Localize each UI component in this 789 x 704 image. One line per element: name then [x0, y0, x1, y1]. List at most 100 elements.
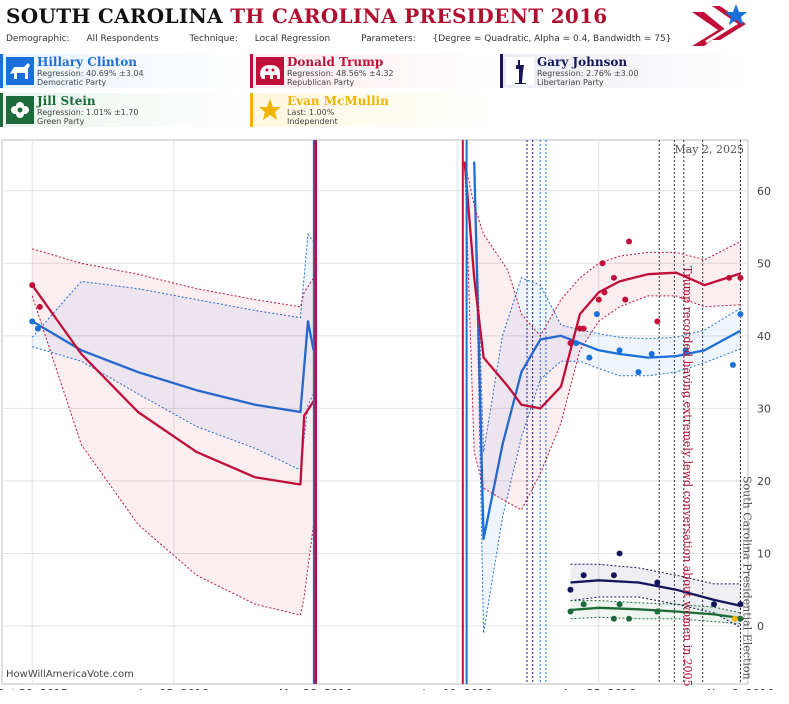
donkey-icon: [6, 57, 34, 85]
poll-point: [616, 347, 623, 354]
chart-annotation: Trump recorded having extremely lewd con…: [681, 266, 694, 687]
poll-point: [593, 311, 600, 318]
poll-point: [610, 615, 617, 622]
poll-point: [29, 282, 36, 289]
poll-point: [595, 296, 602, 303]
x-tick-label: Jan 13, 2016: [138, 687, 208, 690]
x-tick-label: Mar 28, 2016: [279, 687, 352, 690]
candidate-regression: Regression: 40.69% ±3.04: [37, 69, 144, 78]
candidate-name: Donald Trump: [287, 55, 384, 69]
candidate-regression: Regression: 2.76% ±3.00: [537, 69, 639, 78]
technique-label: Technique:: [189, 34, 238, 44]
poll-point: [682, 347, 689, 354]
poll-point: [34, 325, 41, 332]
poll-point: [610, 572, 617, 579]
candidate-card: Hillary Clinton Regression: 40.69% ±3.04 D…: [0, 54, 246, 88]
poll-point: [616, 601, 623, 608]
candidate-name: Jill Stein: [37, 94, 96, 108]
poll-point: [731, 615, 738, 622]
parameters-value: {Degree = Quadratic, Alpha = 0.4, Bandwi…: [432, 34, 672, 44]
poll-point: [573, 340, 580, 347]
candidate-party: Independent: [287, 117, 338, 126]
poll-point: [599, 260, 606, 267]
star-icon: [256, 96, 284, 124]
statue-of-liberty-icon: [506, 57, 534, 85]
poll-point: [635, 369, 642, 376]
regression-line: [31, 284, 315, 486]
poll-point: [737, 311, 744, 318]
regression-line: [31, 320, 315, 414]
plot-area: [1, 139, 749, 685]
poll-point: [29, 318, 36, 325]
chart-annotation: South Carolina Presidential Election: [740, 476, 753, 680]
upper-bound-line: [32, 248, 315, 308]
y-tick-label: 60: [757, 185, 771, 198]
candidate-name: Gary Johnson: [537, 55, 628, 69]
upper-bound-line: [464, 161, 741, 337]
lower-bound-line: [473, 161, 741, 634]
demographic-label: Demographic:: [6, 34, 70, 44]
site-credit: HowWillAmericaVote.com: [6, 669, 134, 680]
candidate-card: Gary Johnson Regression: 2.76% ±3.00 Liber…: [500, 54, 746, 88]
candidate-regression: Last: 1.00%: [287, 108, 335, 117]
title-state: SOUTH CAROLINA: [6, 4, 223, 28]
poll-point: [726, 274, 733, 281]
technique-value: Local Regression: [254, 34, 331, 44]
regression-line: [463, 161, 741, 410]
poll-point: [626, 615, 633, 622]
poll-point: [648, 350, 655, 357]
regression-line: [570, 579, 741, 607]
candidate-regression: Regression: 48.56% ±4.32: [287, 69, 394, 78]
x-tick-label: Aug 25, 2016: [562, 687, 636, 690]
page-header: SOUTH CAROLINA TH CAROLINA PRESIDENT 201…: [6, 4, 608, 28]
elephant-icon: [256, 57, 284, 85]
y-tick-label: 10: [757, 547, 771, 560]
confidence-band: [32, 248, 314, 616]
upper-bound-line: [570, 600, 741, 614]
lower-bound-line: [464, 161, 741, 511]
poll-point: [654, 579, 661, 586]
x-tick-label: Jun 11, 2016: [421, 687, 492, 690]
candidate-card: Jill Stein Regression: 1.01% ±1.70 Green P…: [0, 93, 246, 127]
poll-point: [729, 361, 736, 368]
x-tick-label: Oct 30, 2015: [0, 687, 68, 690]
poll-point: [567, 608, 574, 615]
y-tick-label: 20: [757, 475, 771, 488]
poll-point: [36, 303, 43, 310]
upper-bound-line: [570, 563, 741, 585]
poll-point: [737, 601, 744, 608]
poll-point: [580, 572, 587, 579]
parameters-line: Demographic: All Respondents Technique: …: [6, 34, 699, 44]
site-logo-icon: [692, 4, 747, 46]
poll-point: [654, 318, 661, 325]
y-tick-label: 30: [757, 402, 771, 415]
poll-point: [580, 325, 587, 332]
candidate-party: Green Party: [37, 117, 85, 126]
poll-point: [586, 354, 593, 361]
candidate-party: Republican Party: [287, 78, 355, 87]
y-tick-label: 40: [757, 330, 771, 343]
poll-point: [567, 340, 574, 347]
candidate-card: Donald Trump Regression: 48.56% ±4.32 Repu…: [250, 54, 496, 88]
parameters-label: Parameters:: [361, 34, 416, 44]
poll-point: [616, 550, 623, 557]
poll-chart: 0 10 20 30 40 50 60 Oct 30, 2015 Jan 13, 2016 Mar…: [0, 139, 774, 690]
confidence-band: [32, 234, 314, 470]
candidate-name: Hillary Clinton: [37, 55, 137, 69]
poll-point: [610, 274, 617, 281]
poll-point: [711, 601, 718, 608]
x-tick-label: Nov 8, 2016: [707, 687, 774, 690]
poll-point: [626, 238, 633, 245]
lower-bound-line: [570, 616, 741, 625]
confidence-band: [464, 161, 741, 510]
confidence-band: [474, 161, 741, 634]
page-title: SOUTH CAROLINA TH CAROLINA PRESIDENT 201…: [6, 4, 608, 28]
candidate-name: Evan McMullin: [287, 94, 389, 108]
date-stamp: May 2, 2025: [674, 143, 744, 156]
poll-point: [622, 296, 629, 303]
flower-icon: [6, 96, 34, 124]
candidate-party: Libertarian Party: [537, 78, 604, 87]
poll-point: [654, 608, 661, 615]
lower-bound-line: [31, 295, 315, 616]
candidate-regression: Regression: 1.01% ±1.70: [37, 108, 139, 117]
